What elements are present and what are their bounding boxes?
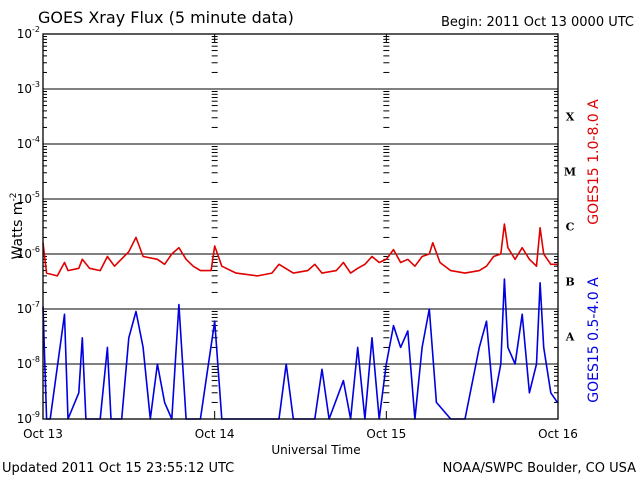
y-tick-label: 10-4 xyxy=(17,135,40,151)
grid-lines xyxy=(43,88,558,365)
y-tick-label: 10-9 xyxy=(17,410,40,426)
y-tick-label: 10-8 xyxy=(17,355,40,371)
flare-class-labels: A B C M X xyxy=(564,111,576,344)
flare-class-label: B xyxy=(565,276,574,289)
x-tick-label: Oct 15 xyxy=(366,427,406,441)
minor-ticks xyxy=(42,33,559,420)
x-tick-label: Oct 13 xyxy=(23,427,63,441)
credit-text: NOAA/SWPC Boulder, CO USA xyxy=(442,461,636,476)
legend-short-channel: GOES15 0.5-4.0 A xyxy=(586,277,602,403)
x-axis-label: Universal Time xyxy=(271,443,360,457)
flare-class-label: M xyxy=(564,166,576,179)
updated-timestamp: Updated 2011 Oct 15 23:55:12 UTC xyxy=(2,461,235,476)
plot-frame xyxy=(42,33,559,420)
x-tick-label: Oct 16 xyxy=(538,427,578,441)
y-tick-label: 10-7 xyxy=(17,300,40,316)
x-tick-labels: Oct 13 Oct 14 Oct 15 Oct 16 xyxy=(23,427,578,441)
y-tick-labels: 10-9 10-8 10-7 10-6 10-5 10-4 10-3 10-2 xyxy=(17,25,40,426)
y-axis-label: Watts m-2 xyxy=(9,193,26,260)
begin-time: Begin: 2011 Oct 13 0000 UTC xyxy=(440,15,634,30)
series-line-1 xyxy=(42,278,559,420)
page-title: GOES Xray Flux (5 minute data) xyxy=(38,8,294,27)
y-tick-label: 10-5 xyxy=(17,190,40,206)
flare-class-label: X xyxy=(566,111,575,124)
legend-long-channel: GOES15 1.0-8.0 A xyxy=(586,99,602,225)
flare-class-label: A xyxy=(565,331,575,344)
y-tick-label: 10-6 xyxy=(17,245,40,261)
y-tick-label: 10-3 xyxy=(17,80,40,96)
series-line-0 xyxy=(42,223,558,277)
y-tick-label: 10-2 xyxy=(17,25,40,41)
x-tick-label: Oct 14 xyxy=(195,427,235,441)
series-layer xyxy=(42,223,559,420)
flare-class-label: C xyxy=(566,221,575,234)
